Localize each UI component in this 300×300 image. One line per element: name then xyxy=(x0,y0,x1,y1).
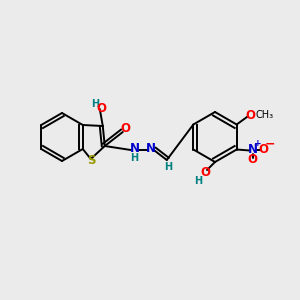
Text: CH₃: CH₃ xyxy=(256,110,274,121)
Text: H: H xyxy=(194,176,202,186)
Text: N: N xyxy=(146,142,156,155)
Text: −: − xyxy=(264,138,275,151)
Text: H: H xyxy=(91,99,99,109)
Text: O: O xyxy=(259,143,269,156)
Text: O: O xyxy=(246,109,256,122)
Text: O: O xyxy=(97,101,107,115)
Text: O: O xyxy=(248,153,258,166)
Text: +: + xyxy=(254,139,262,148)
Text: H: H xyxy=(164,162,172,172)
Text: O: O xyxy=(121,122,131,136)
Text: O: O xyxy=(200,167,210,179)
Text: N: N xyxy=(248,143,258,156)
Text: H: H xyxy=(130,153,138,163)
Text: S: S xyxy=(88,154,96,166)
Text: N: N xyxy=(130,142,140,155)
